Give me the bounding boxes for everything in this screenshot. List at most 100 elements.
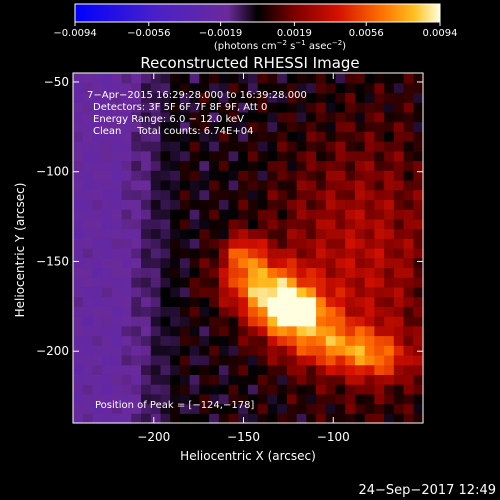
heatmap-cell — [306, 228, 317, 239]
heatmap-cell — [92, 403, 103, 414]
heatmap-cell — [102, 121, 113, 132]
heatmap-cell — [248, 286, 259, 298]
heatmap-cell — [257, 150, 269, 162]
heatmap-cell — [160, 325, 171, 337]
heatmap-cell — [228, 209, 239, 220]
heatmap-cell — [345, 189, 356, 200]
heatmap-cell — [286, 228, 298, 239]
heatmap-cell — [179, 121, 191, 132]
heatmap-cell — [345, 141, 356, 152]
heatmap-cell — [209, 374, 220, 385]
heatmap-cell — [82, 199, 94, 210]
heatmap-cell — [92, 257, 103, 269]
heatmap-cell — [335, 238, 346, 249]
heatmap-cell — [325, 73, 337, 84]
heatmap-cell — [335, 296, 346, 307]
heatmap-cell — [189, 345, 200, 356]
heatmap-cell — [209, 199, 220, 210]
heatmap-cell — [218, 92, 230, 103]
heatmap-cell — [354, 82, 366, 94]
heatmap-cell — [102, 364, 113, 375]
heatmap-cell — [345, 102, 356, 113]
heatmap-cell — [131, 141, 142, 152]
heatmap-cell — [335, 306, 346, 317]
heatmap-cell — [189, 209, 200, 220]
heatmap-cell — [267, 102, 278, 113]
heatmap-cell — [160, 141, 171, 152]
heatmap-cell — [248, 325, 259, 337]
heatmap-cell — [325, 111, 337, 123]
heatmap-cell — [111, 345, 123, 356]
heatmap-cell — [209, 121, 220, 132]
heatmap-cell — [296, 238, 307, 249]
heatmap-cell — [228, 189, 239, 200]
heatmap-cell — [335, 374, 346, 385]
heatmap-cell — [277, 73, 288, 84]
heatmap-cell — [209, 325, 220, 337]
heatmap-cell — [384, 160, 395, 171]
heatmap-cell — [189, 296, 200, 307]
heatmap-cell — [160, 257, 171, 269]
heatmap-cell — [160, 179, 171, 191]
heatmap-cell — [102, 413, 113, 424]
heatmap-cell — [345, 248, 356, 259]
heatmap-cell — [345, 393, 356, 405]
heatmap-cell — [199, 102, 210, 113]
heatmap-cell — [102, 345, 113, 356]
heatmap-cell — [277, 384, 288, 395]
heatmap-cell — [374, 189, 385, 200]
heatmap-cell — [179, 92, 191, 103]
heatmap-cell — [179, 82, 191, 94]
heatmap-cell — [257, 335, 269, 346]
heatmap-cell — [218, 325, 230, 337]
heatmap-cell — [73, 257, 84, 269]
heatmap-cell — [257, 393, 269, 405]
heatmap-cell — [413, 121, 424, 132]
heatmap-cell — [92, 325, 103, 337]
heatmap-cell — [102, 384, 113, 395]
heatmap-cell — [316, 160, 327, 171]
heatmap-cell — [286, 92, 298, 103]
heatmap-cell — [121, 199, 132, 210]
heatmap-cell — [150, 354, 162, 366]
heatmap-cell — [393, 160, 405, 171]
heatmap-cell — [121, 267, 132, 278]
heatmap-cell — [160, 384, 171, 395]
heatmap-cell — [316, 209, 327, 220]
heatmap-cell — [335, 354, 346, 366]
heatmap-cell — [228, 150, 239, 162]
heatmap-cell — [345, 286, 356, 298]
heatmap-cell — [102, 111, 113, 123]
heatmap-cell — [374, 209, 385, 220]
heatmap-cell — [131, 131, 142, 142]
heatmap-cell — [73, 199, 84, 210]
heatmap-cell — [141, 111, 152, 123]
heatmap-cell — [306, 92, 317, 103]
heatmap-cell — [121, 218, 132, 230]
heatmap-cell — [111, 316, 123, 327]
heatmap-cell — [296, 325, 307, 337]
heatmap-cell — [238, 335, 249, 346]
heatmap-cell — [316, 121, 327, 132]
heatmap-cell — [374, 364, 385, 375]
heatmap-cell — [141, 92, 152, 103]
heatmap-cell — [228, 92, 239, 103]
heatmap-cell — [150, 218, 162, 230]
heatmap-cell — [277, 316, 288, 327]
heatmap-cell — [248, 393, 259, 405]
heatmap-cell — [354, 257, 366, 269]
heatmap-cell — [238, 384, 249, 395]
heatmap-cell — [228, 316, 239, 327]
heatmap-cell — [160, 277, 171, 288]
heatmap-cell — [364, 345, 375, 356]
heatmap-cell — [403, 238, 414, 249]
heatmap-cell — [160, 345, 171, 356]
heatmap-cell — [325, 121, 337, 132]
heatmap-cell — [306, 345, 317, 356]
heatmap-cell — [199, 384, 210, 395]
heatmap-cell — [286, 209, 298, 220]
heatmap-cell — [131, 189, 142, 200]
heatmap-cell — [121, 141, 132, 152]
heatmap-cell — [209, 131, 220, 142]
heatmap-cell — [354, 248, 366, 259]
